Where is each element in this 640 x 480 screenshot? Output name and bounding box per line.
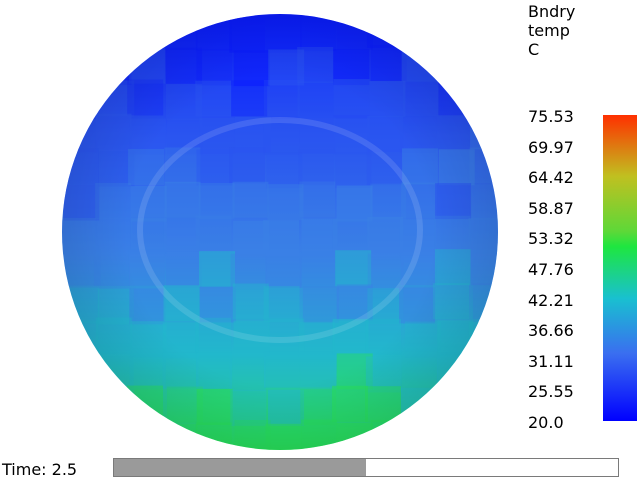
legend-tick-label: 42.21	[528, 290, 574, 310]
legend-tick-label: 58.87	[528, 198, 574, 218]
sphere-facet	[401, 14, 438, 48]
legend-tick-labels: 75.53 69.97 64.42 58.87 53.32 47.76 42.2…	[528, 108, 598, 434]
time-slider[interactable]	[113, 458, 619, 477]
sphere-facet	[62, 14, 99, 48]
legend-colorbar	[603, 115, 637, 421]
sphere-facet	[471, 50, 498, 87]
legend-title-line: temp	[528, 21, 570, 40]
time-slider-fill	[114, 459, 366, 476]
legend-tick-label: 53.32	[528, 229, 574, 249]
sphere-facet	[96, 14, 133, 48]
sphere-facet	[62, 83, 96, 120]
sphere-shading	[62, 14, 498, 450]
sphere-facet	[472, 353, 498, 390]
legend-title: Bndry temp C	[528, 2, 575, 59]
sphere-facet	[132, 420, 169, 450]
legend-tick-label: 69.97	[528, 137, 574, 157]
sphere-facet	[468, 422, 498, 450]
time-label: Time: 2.5	[2, 460, 78, 479]
sphere-facet	[98, 389, 135, 426]
sphere-facet	[63, 390, 100, 427]
sphere-facet	[468, 79, 498, 116]
legend-tick-label: 64.42	[528, 168, 574, 188]
legend-tick-label: 36.66	[528, 321, 574, 341]
sphere-facet	[438, 48, 475, 85]
sphere-facet	[467, 385, 498, 422]
3d-viewport[interactable]	[0, 0, 520, 460]
sphere-facet	[436, 389, 473, 426]
sphere-facet	[469, 15, 498, 52]
sphere-facet	[62, 422, 97, 450]
legend-tick-label: 75.53	[528, 107, 574, 126]
legend-title-line: C	[528, 40, 540, 59]
sphere-facet	[436, 420, 473, 450]
temperature-sphere[interactable]	[0, 0, 520, 460]
sphere-facet	[401, 422, 438, 450]
sphere-facet	[129, 14, 166, 49]
legend-tick-label: 20.0	[528, 413, 564, 432]
sphere-facet	[62, 47, 97, 84]
legend-title-line: Bndry	[528, 2, 576, 21]
sphere-facet	[63, 355, 100, 392]
legend-tick-label: 25.55	[528, 382, 574, 402]
legend-tick-label: 31.11	[528, 351, 574, 371]
sphere-facet	[98, 421, 135, 450]
sphere-facet	[438, 14, 475, 50]
legend-tick-label: 47.76	[528, 260, 574, 279]
